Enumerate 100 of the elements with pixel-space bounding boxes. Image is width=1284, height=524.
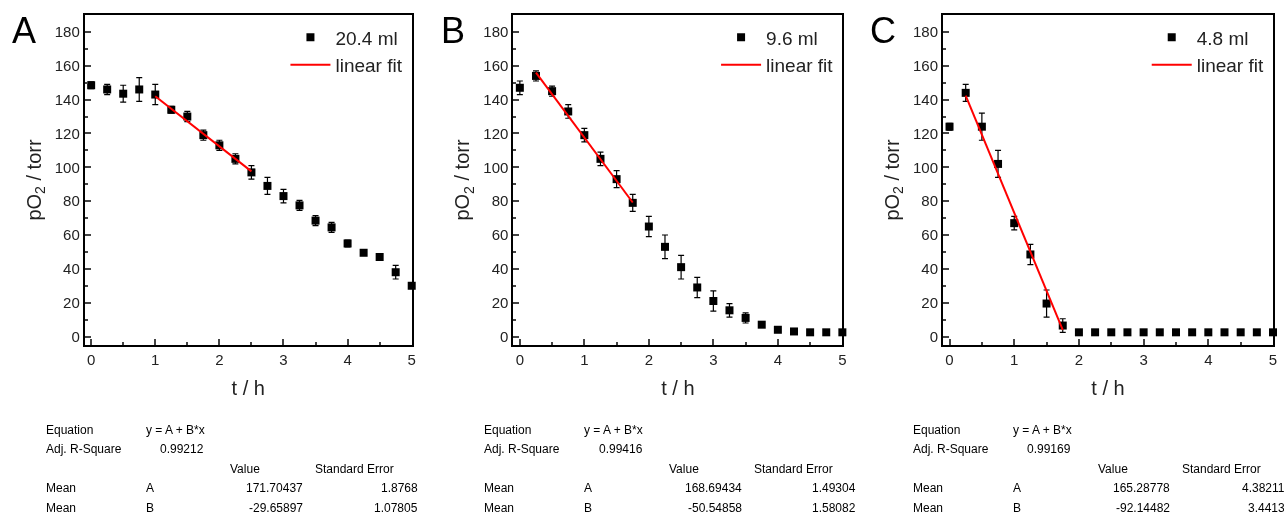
text: 168.69434 <box>685 481 743 495</box>
legend-label: linear fit <box>1196 55 1264 77</box>
y-tick-label: 20 <box>921 293 939 311</box>
y-tick-label: 120 <box>913 124 939 142</box>
x-tick-label: 4 <box>773 351 783 368</box>
text: Standard Error <box>1182 462 1261 476</box>
x-tick-label: 4 <box>343 351 352 368</box>
y-tick-label: 100 <box>54 158 80 176</box>
point <box>279 192 288 201</box>
point <box>660 242 669 251</box>
x-tick-label: 5 <box>1268 351 1278 368</box>
chart-title: A <box>12 10 37 51</box>
y-tick-label: 100 <box>913 158 939 176</box>
x-tick-label: 0 <box>86 351 96 368</box>
point <box>1042 299 1051 308</box>
legend-label: linear fit <box>766 55 834 77</box>
y-tick-label: 80 <box>921 192 939 210</box>
text: Mean <box>913 501 944 515</box>
x-tick-label: 2 <box>215 351 224 368</box>
y-tick-label: 140 <box>913 90 939 108</box>
y-tick-label: 160 <box>913 57 939 75</box>
text: Mean <box>46 481 77 495</box>
y-tick-label: 60 <box>63 226 80 244</box>
y-tick-label: 60 <box>491 226 509 244</box>
point <box>725 306 734 315</box>
text: -92.14482 <box>1116 501 1171 515</box>
point <box>677 263 686 272</box>
y-tick-label: 120 <box>483 124 509 142</box>
y-tick-label: 180 <box>913 23 939 41</box>
point <box>709 297 718 305</box>
y-tick-label: 80 <box>63 192 80 210</box>
x-axis-title: t / h <box>661 377 695 399</box>
x-tick-label: 2 <box>1074 351 1084 368</box>
y-tick-label: 60 <box>921 226 939 244</box>
y-tick-label: 180 <box>54 23 80 41</box>
chart-title: B <box>441 10 466 51</box>
text: 0.99212 <box>160 442 204 456</box>
text: y = A + B*x <box>1013 423 1072 437</box>
point <box>263 181 272 190</box>
point <box>119 89 128 98</box>
legend-label: linear fit <box>335 55 403 77</box>
text: Mean <box>46 501 77 515</box>
text: y = A + B*x <box>146 423 205 437</box>
text: 4.38211 <box>1242 481 1284 495</box>
x-tick-label: 3 <box>709 351 718 368</box>
point <box>515 83 524 92</box>
text: Mean <box>913 481 944 495</box>
point <box>693 283 702 292</box>
y-tick-label: 160 <box>54 57 80 75</box>
x-tick-label: 1 <box>580 351 589 368</box>
y-tick-label: 120 <box>54 124 80 142</box>
x-tick-label: 3 <box>1139 351 1148 368</box>
x-tick-label: 5 <box>407 351 416 368</box>
text: 1.8768 <box>381 481 419 495</box>
text: 3.4413 <box>1248 501 1284 515</box>
text: Equation <box>484 423 532 437</box>
x-axis-title: t / h <box>1091 377 1125 399</box>
y-tick-label: 20 <box>491 293 509 311</box>
text: A <box>1013 481 1022 495</box>
chart-title: C <box>870 10 896 51</box>
legend-label: 9.6 ml <box>766 27 818 49</box>
y-tick-label: 0 <box>929 327 939 345</box>
text: Equation <box>46 423 94 437</box>
text: Mean <box>484 501 515 515</box>
text: A <box>146 481 155 495</box>
y-tick-label: 160 <box>483 57 509 75</box>
text: B <box>584 501 593 515</box>
text: Adj. R-Square <box>46 442 122 456</box>
x-axis-title: t / h <box>231 377 265 399</box>
text: 1.58082 <box>812 501 856 515</box>
x-tick-label: 0 <box>515 351 525 368</box>
text: -29.65897 <box>249 501 304 515</box>
point <box>644 222 653 231</box>
y-tick-label: 140 <box>483 90 509 108</box>
y-tick-label: 100 <box>483 158 509 176</box>
x-tick-label: 4 <box>1204 351 1213 368</box>
y-tick-label: 180 <box>483 23 509 41</box>
text: Mean <box>484 481 515 495</box>
text: 1.07805 <box>374 501 418 515</box>
text: B <box>146 501 155 515</box>
text: Adj. R-Square <box>913 442 989 456</box>
text: A <box>584 481 593 495</box>
x-tick-label: 1 <box>151 351 160 368</box>
y-tick-label: 40 <box>921 260 939 278</box>
y-tick-label: 20 <box>63 293 80 311</box>
y-tick-label: 140 <box>54 90 80 108</box>
point <box>391 268 400 277</box>
text: Equation <box>913 423 961 437</box>
y-tick-label: 40 <box>63 260 80 278</box>
text: B <box>1013 501 1022 515</box>
point <box>135 85 144 94</box>
y-tick-label: 80 <box>491 192 509 210</box>
text: 165.28778 <box>1113 481 1171 495</box>
x-tick-label: 3 <box>279 351 288 368</box>
text: 171.70437 <box>246 481 304 495</box>
y-tick-label: 40 <box>491 260 509 278</box>
y-tick-label: 0 <box>71 327 80 345</box>
text: Standard Error <box>754 462 833 476</box>
text: 0.99416 <box>599 442 643 456</box>
x-tick-label: 1 <box>1010 351 1019 368</box>
